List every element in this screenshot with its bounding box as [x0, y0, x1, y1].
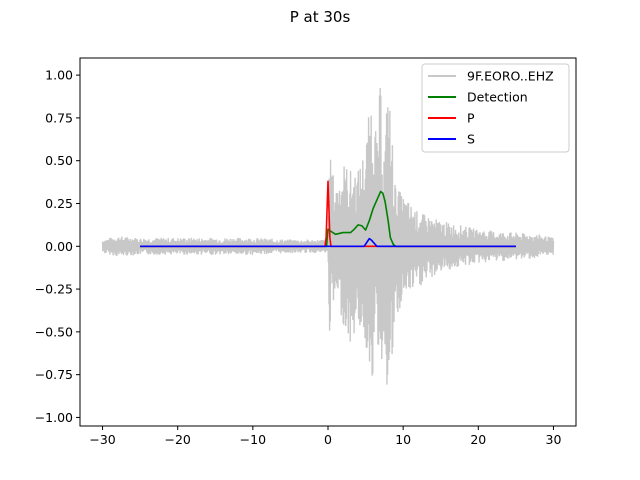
x-tick-label: 0 — [324, 432, 332, 447]
x-tick-label: 30 — [546, 432, 562, 447]
y-tick-label: −1.00 — [35, 410, 73, 425]
legend: 9F.EORO..EHZ Detection PS — [421, 63, 570, 153]
legend-label: S — [467, 132, 475, 147]
x-tick-label: −20 — [165, 432, 191, 447]
legend-label: Detection — [467, 90, 528, 105]
y-axis: 1.00 0.75 0.50 0.25 0.00 −0.25 −0.50 −0.75 −1.00 — [35, 68, 80, 425]
plot-area — [101, 88, 555, 385]
chart-title: P at 30s — [290, 8, 351, 26]
x-tick-label: −30 — [89, 432, 115, 447]
legend-label: P — [467, 111, 475, 126]
x-tick-label: −10 — [240, 432, 266, 447]
y-tick-label: −0.75 — [35, 367, 73, 382]
series-line-p — [140, 180, 516, 248]
series-line-detection — [140, 190, 516, 248]
y-tick-label: −0.25 — [35, 282, 73, 297]
y-tick-label: −0.50 — [35, 324, 73, 339]
legend-label: 9F.EORO..EHZ — [467, 69, 554, 84]
y-tick-label: 0.50 — [45, 153, 73, 168]
x-tick-label: 20 — [470, 432, 486, 447]
y-tick-label: 1.00 — [45, 68, 73, 83]
x-tick-label: 10 — [395, 432, 411, 447]
x-axis: −30 −20 −10 0 10 20 30 — [89, 426, 561, 447]
series-line-waveform — [101, 88, 555, 385]
series-line-s — [140, 237, 516, 248]
y-tick-label: 0.00 — [45, 239, 73, 254]
legend-box — [421, 63, 570, 153]
y-tick-label: 0.75 — [45, 110, 73, 125]
y-tick-label: 0.25 — [45, 196, 73, 211]
